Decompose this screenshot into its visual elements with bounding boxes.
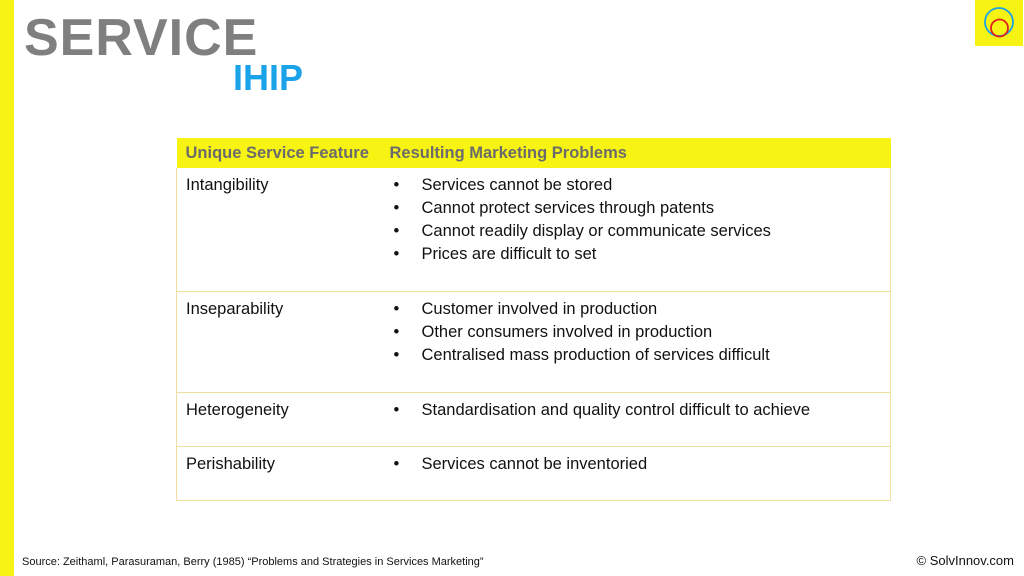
left-accent-bar xyxy=(0,0,14,576)
problem-list: • Standardisation and quality control dif… xyxy=(390,399,891,422)
problem-text: Prices are difficult to set xyxy=(421,245,597,263)
slide-title: SERVICE xyxy=(24,9,259,67)
slide-subtitle: IHIP xyxy=(233,57,304,98)
bullet-icon: • xyxy=(393,245,400,263)
problem-item: • Other consumers involved in production xyxy=(390,321,891,344)
problem-list: • Customer involved in production • Other … xyxy=(390,298,891,367)
problem-text: Cannot readily display or communicate se… xyxy=(421,222,771,240)
problem-item: • Centralised mass production of services… xyxy=(390,344,891,367)
problem-item: • Services cannot be stored xyxy=(390,174,891,197)
bullet-icon: • xyxy=(393,300,400,318)
problem-text: Cannot protect services through patents xyxy=(421,199,715,217)
copyright-notice: © SolvInnov.com xyxy=(916,553,1015,568)
problem-list: • Services cannot be stored • Cannot prote… xyxy=(390,174,891,266)
problems-cell: • Services cannot be stored • Cannot prote… xyxy=(381,168,891,292)
bullet-icon: • xyxy=(393,222,400,240)
problem-item: • Cannot readily display or communicate s… xyxy=(390,220,891,243)
feature-cell: Heterogeneity xyxy=(176,392,381,447)
overlapping-circles-logo-icon xyxy=(984,7,1014,38)
problems-cell: • Services cannot be inventoried xyxy=(380,446,891,501)
problem-text: Other consumers involved in production xyxy=(421,323,713,341)
table-row: Heterogeneity • Standardisation and quali… xyxy=(176,392,891,447)
service-features-table: Unique Service Feature Resulting Marketi… xyxy=(176,138,891,501)
problems-cell: • Customer involved in production • Other … xyxy=(380,291,891,393)
problem-item: • Prices are difficult to set xyxy=(390,243,891,266)
bullet-icon: • xyxy=(393,346,400,364)
problem-text: Standardisation and quality control diff… xyxy=(421,401,811,419)
bullet-icon: • xyxy=(393,401,400,419)
table-header-row: Unique Service Feature Resulting Marketi… xyxy=(176,138,891,168)
problem-text: Centralised mass production of services … xyxy=(421,346,770,364)
problems-cell: • Standardisation and quality control dif… xyxy=(380,392,891,447)
bullet-icon: • xyxy=(393,455,400,473)
problem-item: • Services cannot be inventoried xyxy=(390,453,891,476)
problem-item: • Customer involved in production xyxy=(390,298,891,321)
problem-item: • Cannot protect services through patents xyxy=(390,197,891,220)
table-row: Intangibility • Services cannot be stored… xyxy=(177,168,891,292)
table-row: Perishability • Services cannot be invent… xyxy=(176,446,891,501)
feature-cell: Inseparability xyxy=(176,291,381,393)
feature-cell: Intangibility xyxy=(186,176,269,194)
bullet-icon: • xyxy=(393,199,400,217)
header-resulting-marketing-problems: Resulting Marketing Problems xyxy=(380,138,891,168)
source-citation: Source: Zeithaml, Parasuraman, Berry (19… xyxy=(22,556,484,568)
problem-text: Customer involved in production xyxy=(421,300,658,318)
problem-text: Services cannot be stored xyxy=(421,176,613,194)
feature-cell: Perishability xyxy=(176,446,381,501)
problem-list: • Services cannot be inventoried xyxy=(390,453,891,476)
table-row: Inseparability • Customer involved in pro… xyxy=(176,291,891,393)
problem-item: • Standardisation and quality control dif… xyxy=(390,399,891,422)
bullet-icon: • xyxy=(393,323,400,341)
problem-text: Services cannot be inventoried xyxy=(421,455,648,473)
logo xyxy=(975,0,1023,46)
header-unique-service-feature: Unique Service Feature xyxy=(176,138,381,168)
bullet-icon: • xyxy=(393,176,400,194)
